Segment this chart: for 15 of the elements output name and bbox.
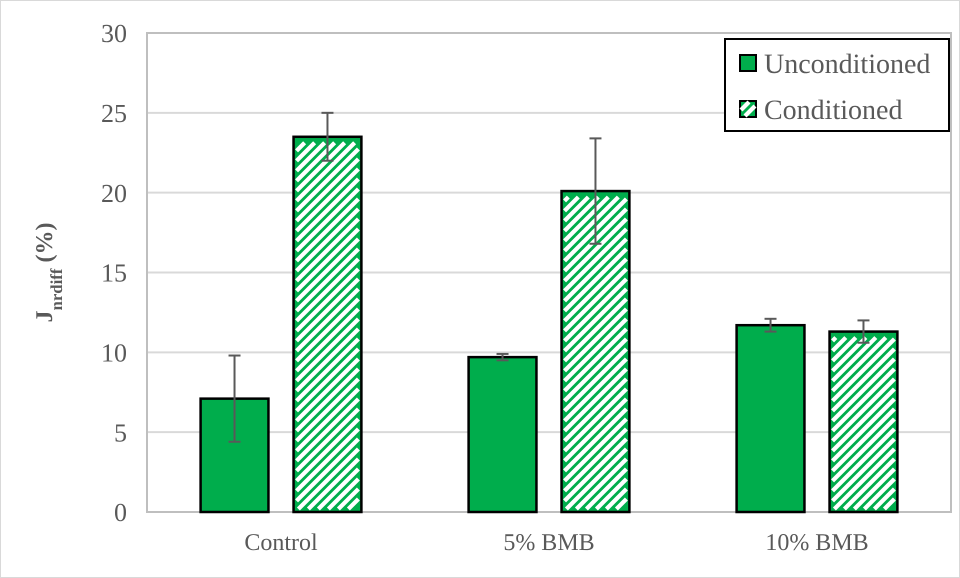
x-tick-label: 10% BMB bbox=[765, 530, 869, 556]
y-tick-label: 25 bbox=[101, 98, 127, 128]
bar bbox=[467, 356, 538, 514]
y-tick-label: 0 bbox=[114, 498, 127, 528]
y-tick-label: 30 bbox=[101, 19, 127, 48]
bar bbox=[199, 397, 270, 514]
legend-label: Conditioned bbox=[764, 94, 902, 126]
bar bbox=[735, 324, 806, 514]
x-tick-label: 5% BMB bbox=[503, 530, 595, 556]
y-tick-label: 20 bbox=[101, 178, 127, 208]
y-tick-label: 5 bbox=[114, 418, 127, 448]
legend-label: Unconditioned bbox=[764, 48, 930, 80]
y-tick-label: 10 bbox=[101, 338, 127, 368]
y-tick-label: 15 bbox=[101, 258, 127, 288]
x-tick-label: Control bbox=[244, 530, 318, 556]
